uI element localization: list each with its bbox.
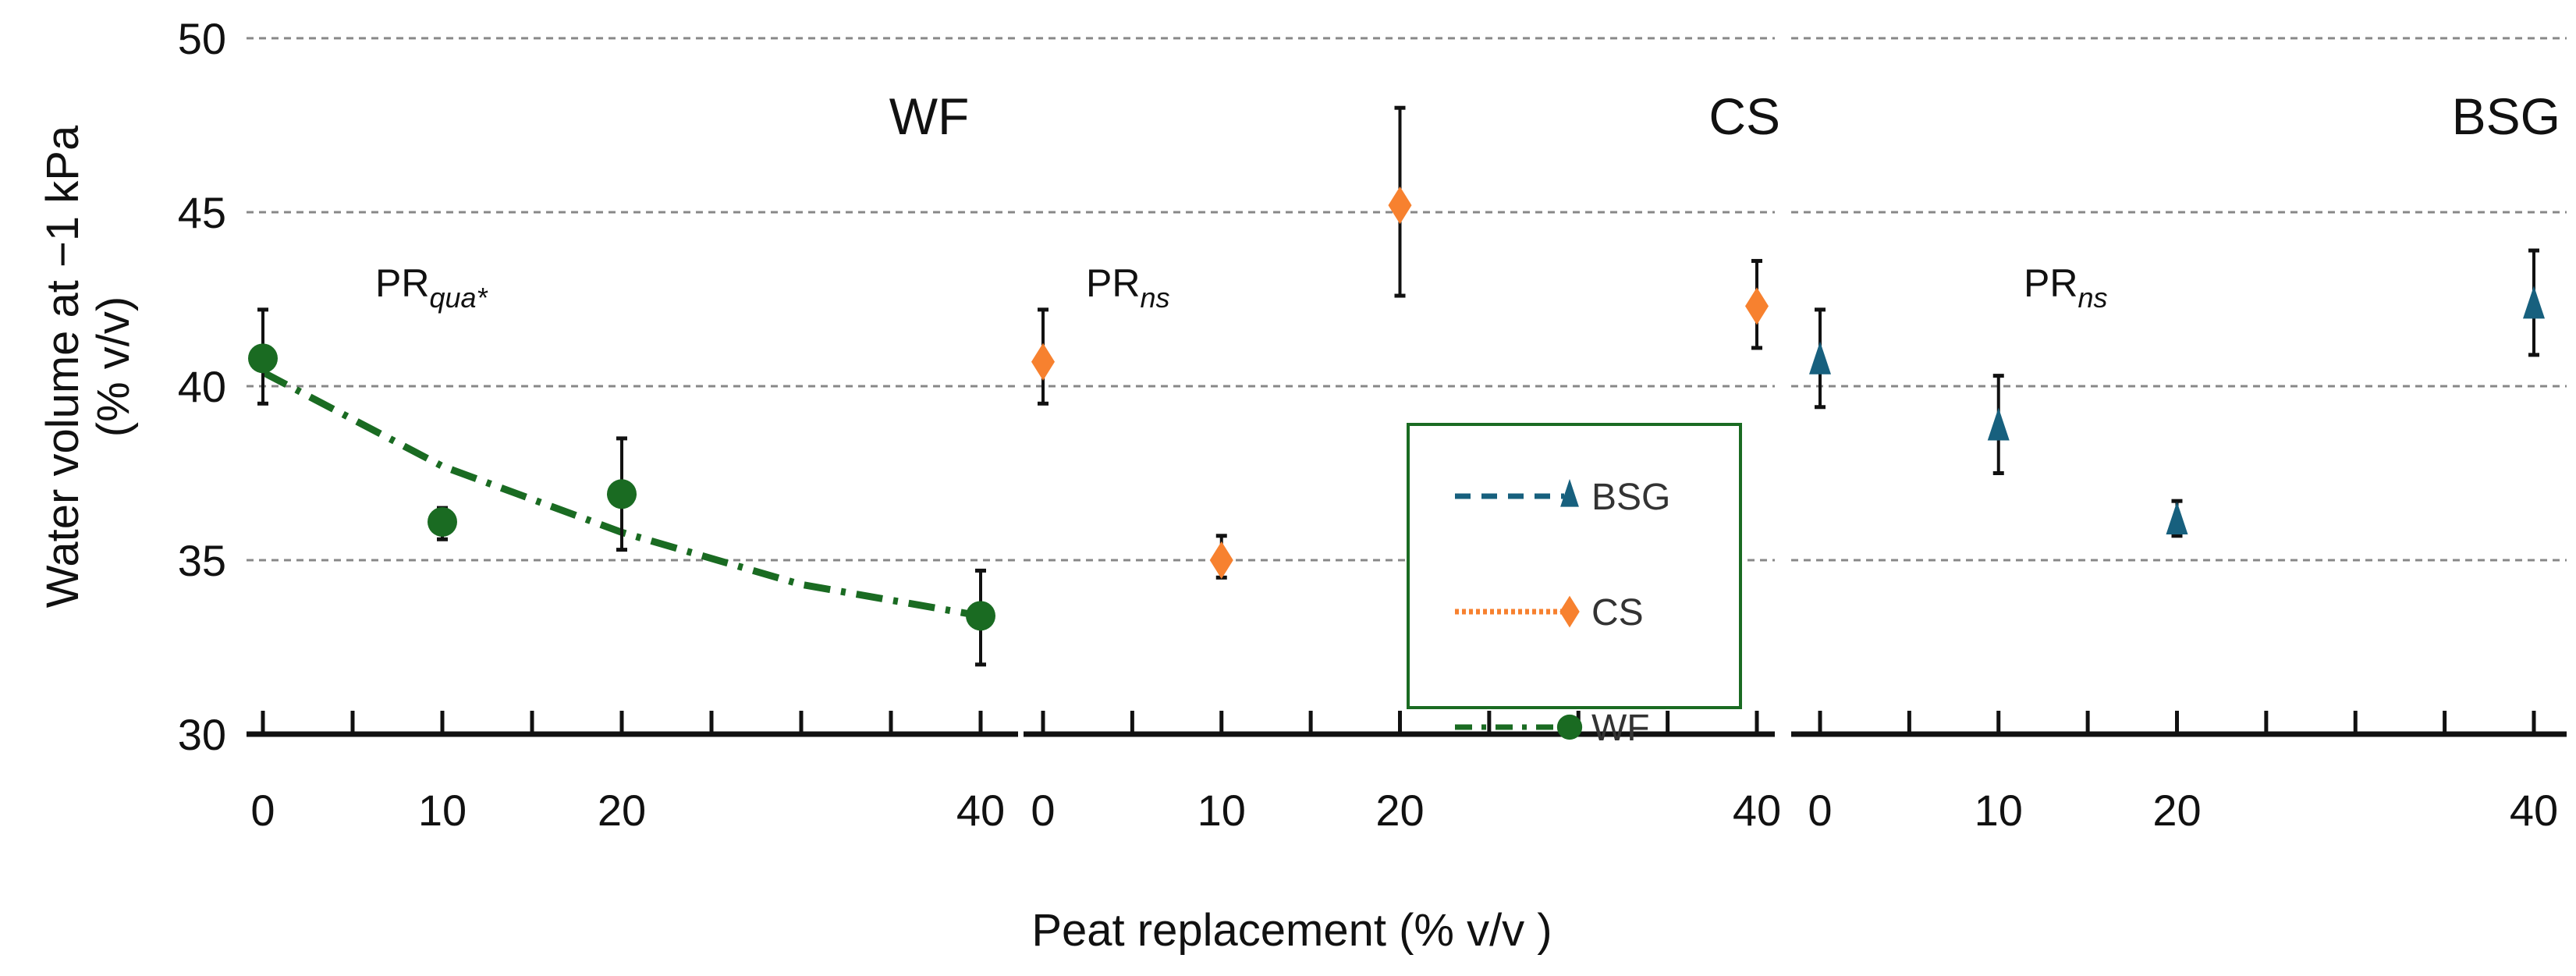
significance-annotation: PRqua* xyxy=(375,261,488,314)
data-point xyxy=(428,506,457,537)
data-point xyxy=(2166,501,2188,534)
panel-wf: 0 10 20 40 WF PRqua* xyxy=(247,87,1018,835)
x-tick-label: 40 xyxy=(1733,786,1781,835)
x-tick-label: 20 xyxy=(2152,786,2201,835)
gridlines xyxy=(247,37,2567,562)
y-tick-label: 40 xyxy=(178,362,226,411)
data-point xyxy=(1987,407,2010,441)
legend-item-bsg: BSG xyxy=(1455,477,1670,518)
x-tick-label: 40 xyxy=(2510,786,2558,835)
x-tick-label: 0 xyxy=(250,786,275,835)
legend-item-wf: WF xyxy=(1455,708,1650,749)
y-axis-label-line1: Water volume at −1 kPa xyxy=(37,125,88,608)
data-point xyxy=(1560,478,1579,507)
x-tick-label: 20 xyxy=(1375,786,1424,835)
x-tick-label: 40 xyxy=(956,786,1005,835)
data-point xyxy=(607,479,637,509)
data-point xyxy=(1031,342,1055,381)
data-point xyxy=(1388,186,1412,225)
x-tick-label: 20 xyxy=(598,786,646,835)
legend-label: BSG xyxy=(1591,477,1670,518)
panel-title: CS xyxy=(1708,87,1780,145)
data-point xyxy=(1209,541,1233,579)
x-tick-label: 0 xyxy=(1808,786,1832,835)
data-point xyxy=(248,343,278,374)
legend-label: CS xyxy=(1591,592,1644,634)
legend-box xyxy=(1407,423,1742,709)
y-tick-label: 30 xyxy=(178,710,226,759)
y-tick-label: 35 xyxy=(178,536,226,585)
data-point xyxy=(1556,714,1583,740)
panel-title: WF xyxy=(889,87,970,145)
significance-annotation: PRns xyxy=(1086,261,1170,314)
legend-item-cs: CS xyxy=(1455,592,1644,634)
panel-bsg: 0 10 20 40 BSG PRns xyxy=(1791,87,2567,835)
x-tick-label: 10 xyxy=(1198,786,1246,835)
legend-label: WF xyxy=(1591,708,1650,749)
x-tick-label: 10 xyxy=(1975,786,2023,835)
x-axis-label: Peat replacement (% v/v ) xyxy=(1031,905,1552,956)
y-tick-label: 50 xyxy=(178,14,226,63)
y-axis-label-line2: (% v/v) xyxy=(88,296,139,437)
y-tick-labels: 30 35 40 45 50 xyxy=(178,14,226,759)
panel-title: BSG xyxy=(2452,87,2560,145)
panel-cs: 0 10 20 40 CS PRns xyxy=(1024,87,1781,835)
panels: 0 10 20 40 WF PRqua* 0 10 20 40 CS PRns 0 10 20 40 BSG PR… xyxy=(247,87,2567,835)
significance-annotation: PRns xyxy=(2024,261,2108,314)
data-point xyxy=(1559,595,1580,628)
x-tick-label: 0 xyxy=(1031,786,1055,835)
data-point xyxy=(1745,287,1769,325)
y-tick-label: 45 xyxy=(178,188,226,237)
legend: BSG CS WF xyxy=(1407,423,1742,749)
data-point xyxy=(1809,341,1831,374)
data-point xyxy=(2523,286,2545,319)
data-point xyxy=(966,601,995,631)
x-tick-label: 10 xyxy=(418,786,467,835)
